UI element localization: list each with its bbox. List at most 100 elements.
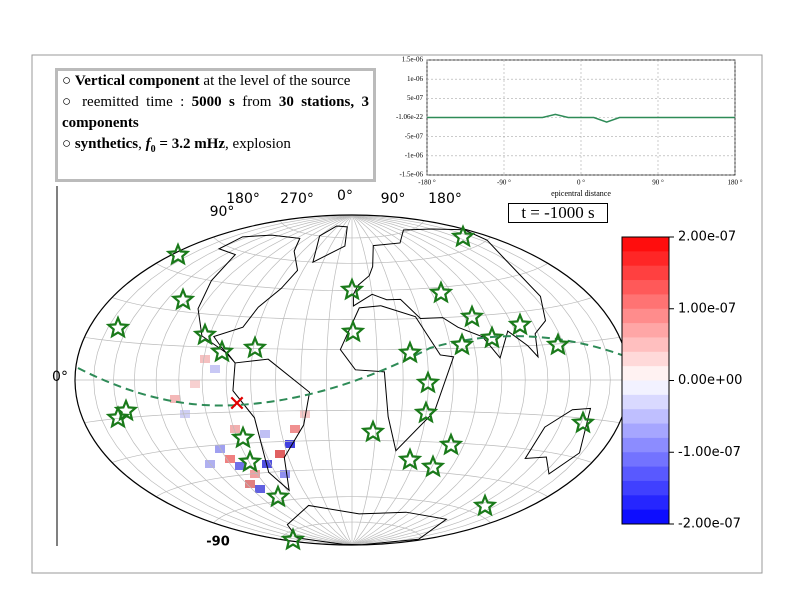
colorbar-band [622, 323, 669, 338]
x-tick-label: 180 ° [727, 179, 742, 187]
station [242, 335, 268, 359]
field-cell [275, 450, 285, 458]
station [415, 370, 441, 394]
inset-chart: 1.5e-06 1e-06 5e-07 -1.06e-22 -5e-07 -1e-06 -1… [396, 56, 743, 198]
station [340, 319, 366, 343]
colorbar-band [622, 337, 669, 353]
colorbar-band [622, 294, 669, 310]
station [280, 527, 306, 551]
colorbar-tick-label: -2.00e-07 [678, 517, 741, 532]
y-tick-label: -1.06e-22 [396, 113, 424, 121]
info-line: ○ Vertical component at the level of the… [62, 71, 369, 92]
lon-label: 90° [381, 191, 406, 207]
great-circle [77, 335, 631, 407]
parallel [155, 263, 549, 292]
station [397, 340, 423, 364]
info-text: 0 [150, 144, 156, 155]
x-tick-label: -180 ° [418, 179, 436, 187]
data-line [427, 113, 735, 123]
station [450, 224, 476, 248]
station [209, 339, 235, 363]
colorbar-band [622, 509, 669, 525]
station [165, 242, 191, 266]
station [113, 398, 139, 422]
colorbar: 2.00e-07 1.00e-07 0.00e+00 -1.00e-07 -2.00e-… [621, 230, 742, 532]
info-text: ○ [62, 136, 75, 152]
station [192, 322, 218, 346]
colorbar-band [622, 394, 669, 410]
station [545, 332, 571, 356]
info-text: f [145, 136, 151, 152]
y-tick-label: 5e-07 [407, 94, 423, 102]
y-tick-label: -1e-06 [405, 151, 424, 159]
field-cell [245, 480, 255, 488]
colorbar-band [622, 308, 669, 324]
colorbar-tick-label: -1.00e-07 [678, 445, 741, 460]
station [420, 454, 446, 478]
colorbar-band [622, 409, 669, 425]
info-text: ○ reemitted time : [62, 94, 192, 110]
station [237, 449, 263, 473]
x-tick-label: 90 ° [652, 179, 664, 187]
field-cell [200, 355, 210, 363]
colorbar-band [622, 495, 669, 511]
lon-label: 180° [428, 191, 462, 207]
field-cell [170, 395, 180, 403]
colorbar-band [622, 265, 669, 281]
lat-label: 90° [210, 204, 235, 220]
station [230, 425, 256, 449]
source-marker: ✕ [228, 392, 246, 417]
station [507, 312, 533, 336]
station [459, 304, 485, 328]
info-text: synthetics [74, 136, 139, 152]
lon-label: 0° [337, 188, 353, 204]
info-text: Vertical component [74, 73, 200, 89]
field-cell [215, 445, 225, 453]
station [413, 400, 439, 424]
info-text: = 3.2 mHz [155, 136, 226, 152]
colorbar-tick-label: 2.00e-07 [678, 230, 736, 245]
field-cell [260, 430, 270, 438]
coastline [197, 234, 301, 364]
field-cell [210, 365, 220, 373]
parallel [112, 440, 592, 463]
info-text: ○ [62, 73, 75, 89]
parallel [155, 468, 549, 497]
station [479, 325, 505, 349]
field-cell [235, 462, 245, 470]
station [265, 484, 291, 508]
colorbar-tick-label: 0.00e+00 [678, 373, 742, 388]
info-text: , [138, 136, 146, 152]
lat-label: -90 [206, 535, 230, 550]
station [105, 315, 131, 339]
colorbar-band [622, 466, 669, 482]
station [397, 447, 423, 471]
field-cell [225, 455, 235, 463]
lon-label: 180° [226, 191, 260, 207]
field-cell [290, 425, 300, 433]
field-cell [300, 410, 310, 418]
map [74, 214, 630, 546]
info-text: from [234, 94, 279, 110]
stations [105, 224, 596, 551]
station [472, 493, 498, 517]
time-label: t = -1000 s [508, 203, 608, 223]
info-line: ○ synthetics, f0 = 3.2 mHz, explosion [62, 134, 369, 160]
station [360, 419, 386, 443]
colorbar-band [622, 380, 669, 396]
colorbar-band [622, 480, 669, 496]
info-text: 30 stations, 3 components [62, 94, 369, 131]
coastline [312, 225, 348, 264]
colorbar-band [622, 452, 669, 468]
y-tick-label: -5e-07 [405, 132, 424, 140]
field-cell [190, 380, 200, 388]
station [570, 410, 596, 434]
info-text: 5000 s [191, 94, 235, 110]
colorbar-band [622, 423, 669, 439]
field-cell [280, 470, 290, 478]
colorbar-band [622, 351, 669, 367]
info-text: at the level of the source [199, 73, 351, 89]
colorbar-tick-label: 1.00e-07 [678, 301, 736, 316]
